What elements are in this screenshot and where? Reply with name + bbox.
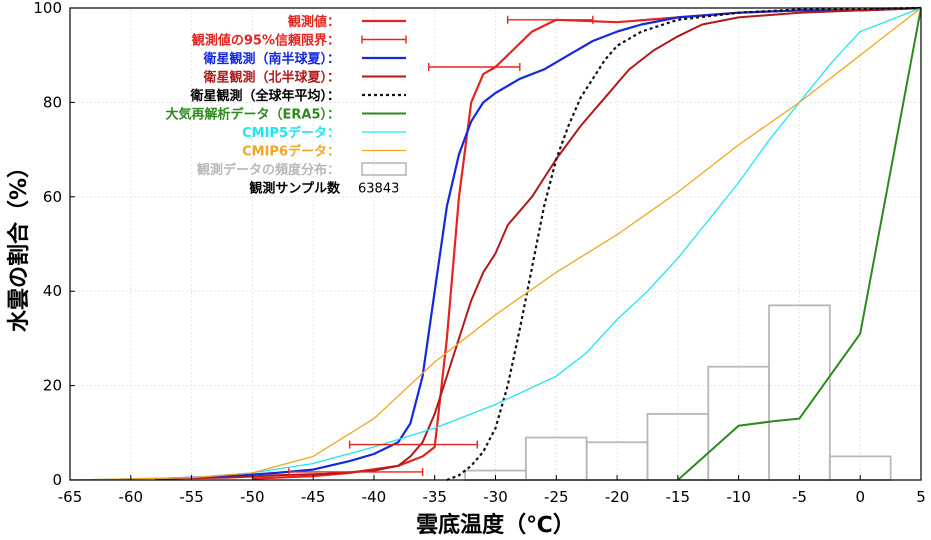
x-tick-label: -60 xyxy=(119,488,144,506)
series-lines xyxy=(69,6,922,482)
x-tick-label: 0 xyxy=(855,488,865,506)
x-tick-label: -30 xyxy=(483,488,508,506)
series-line-1 xyxy=(155,6,922,481)
x-tick-label: -55 xyxy=(179,488,204,506)
legend-swatch xyxy=(361,162,407,176)
y-tick-label: 40 xyxy=(43,282,62,300)
legend: 観測値： 観測値の95%信頼限界： 衛星観測（南半球夏）： 衛星観測（北半球夏）： 衛星… xyxy=(166,14,407,197)
sample-count-value: 63843 xyxy=(358,182,399,197)
histogram-bar xyxy=(646,413,710,481)
x-tick-label: -35 xyxy=(422,488,447,506)
x-tick-label: 5 xyxy=(916,488,926,506)
sample-count-label: 観測サンプル数 xyxy=(248,181,341,197)
x-tick-label: -50 xyxy=(240,488,265,506)
x-tick-label: -10 xyxy=(726,488,751,506)
y-tick-label: 80 xyxy=(43,93,62,111)
y-tick-labels: 0 20 40 60 80 100 xyxy=(33,0,75,489)
legend-label: 観測値： xyxy=(287,14,340,30)
series-line-0 xyxy=(252,6,922,480)
y-tick-label: 20 xyxy=(43,377,62,395)
error-bars xyxy=(288,15,594,476)
x-tick-labels: -65 -60 -55 -50 -45 -40 -35 -30 -25 -20 -15 -10 -5 0 5 xyxy=(58,475,926,506)
legend-label: 衛星観測（全球年平均）： xyxy=(189,88,340,104)
y-axis-title: 水雲の割合（%） xyxy=(6,156,32,332)
x-tick-label: -65 xyxy=(58,488,83,506)
legend-label: 衛星観測（北半球夏）： xyxy=(202,70,340,86)
histogram-bars xyxy=(464,304,892,481)
legend-label: CMIP5データ： xyxy=(242,125,340,141)
x-axis-title: 雲底温度（℃） xyxy=(416,512,575,538)
series-line-3 xyxy=(446,6,922,482)
y-tick-label: 0 xyxy=(52,471,62,489)
x-tick-label: -45 xyxy=(301,488,326,506)
x-tick-label: -15 xyxy=(666,488,691,506)
x-tick-label: -20 xyxy=(605,488,630,506)
series-line-6 xyxy=(69,7,922,481)
x-tick-label: -40 xyxy=(362,488,387,506)
x-tick-label: -5 xyxy=(792,488,807,506)
x-tick-label: -25 xyxy=(544,488,569,506)
legend-label: CMIP6データ： xyxy=(242,144,340,160)
legend-label: 観測値の95%信頼限界： xyxy=(191,33,340,49)
y-tick-label: 100 xyxy=(33,0,62,17)
grid-lines xyxy=(69,7,922,481)
y-tick-label: 60 xyxy=(43,188,62,206)
legend-label: 大気再解析データ（ERA5）： xyxy=(166,107,341,123)
series-line-4 xyxy=(677,7,922,481)
legend-label: 観測データの頻度分布： xyxy=(196,162,340,178)
series-line-2 xyxy=(155,7,922,480)
legend-label: 衛星観測（南半球夏）： xyxy=(202,51,340,67)
